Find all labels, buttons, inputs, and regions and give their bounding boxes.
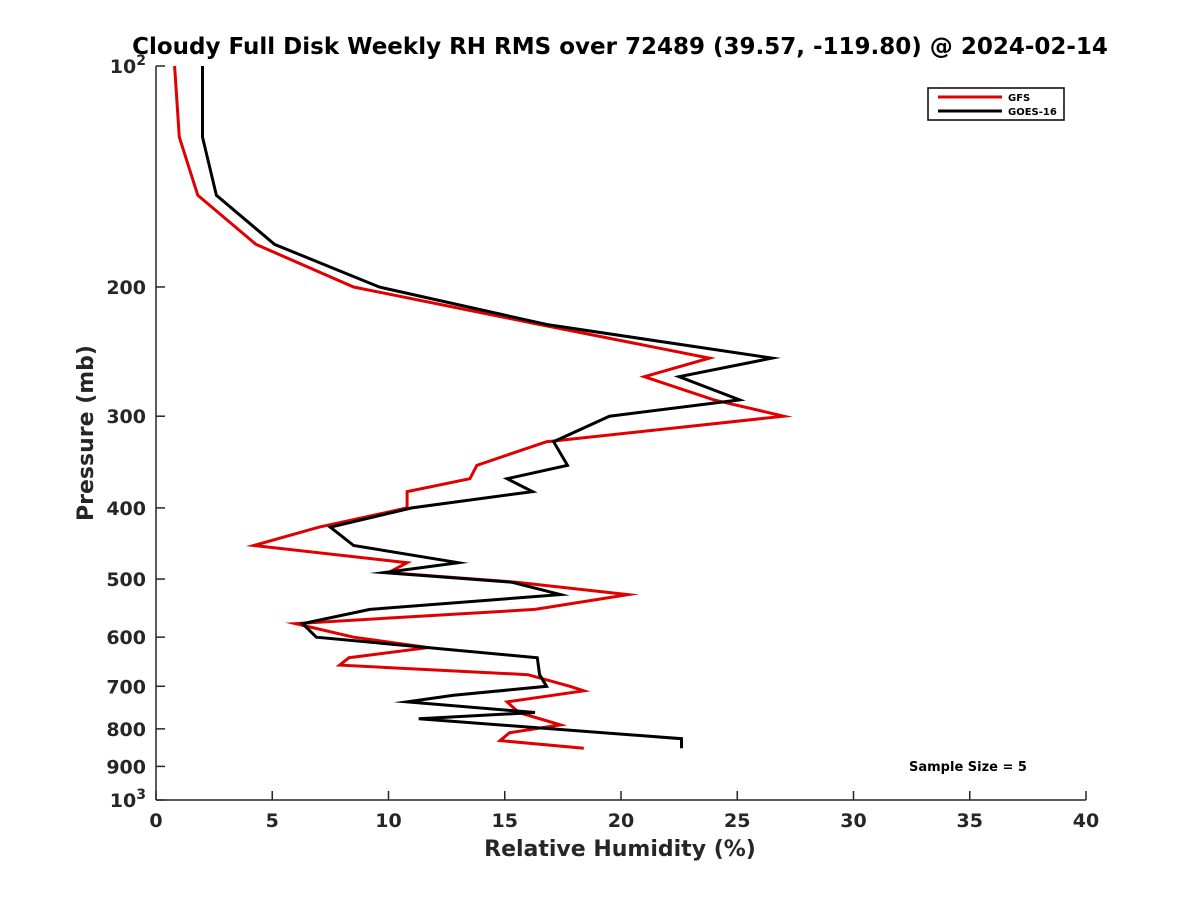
y-tick-label: 102 [110, 53, 146, 78]
x-tick-label: 25 [724, 810, 750, 832]
series-line-gfs [173, 65, 793, 750]
x-axis-label: Relative Humidity (%) [484, 837, 756, 862]
y-tick-label: 300 [106, 406, 146, 428]
x-tick-label: 40 [1073, 810, 1099, 832]
y-tick-label: 200 [106, 277, 146, 299]
legend-box [927, 87, 1065, 121]
y-tick-label: 103 [110, 787, 146, 812]
x-tick-label: 20 [608, 810, 634, 832]
y-tick-label: 400 [106, 498, 146, 520]
y-tick-label: 900 [106, 756, 146, 778]
x-tick-label: 10 [375, 810, 401, 832]
x-tick-label: 15 [492, 810, 518, 832]
axes-layer: 0 5 10 15 20 25 30 35 40 102 200 300 400 500 600 700 800… [106, 53, 1099, 832]
y-tick-label: 700 [106, 676, 146, 698]
chart-title: Cloudy Full Disk Weekly RH RMS over 7248… [132, 34, 1108, 60]
legend-label: GFS [1008, 93, 1030, 104]
series-layer [173, 65, 793, 750]
sample-size-annotation: Sample Size = 5 [909, 760, 1027, 775]
y-axis-label: Pressure (mb) [74, 345, 99, 521]
y-tick-label: 500 [106, 569, 146, 591]
x-tick-label: 5 [266, 810, 279, 832]
x-tick-label: 0 [149, 810, 162, 832]
legend: GFS GOES-16 [927, 87, 1065, 121]
y-tick-label: 600 [106, 627, 146, 649]
series-line-goes-16 [201, 66, 781, 749]
legend-label: GOES-16 [1008, 107, 1057, 118]
y-tick-label: 800 [106, 719, 146, 741]
x-tick-label: 35 [957, 810, 983, 832]
x-tick-label: 30 [840, 810, 866, 832]
